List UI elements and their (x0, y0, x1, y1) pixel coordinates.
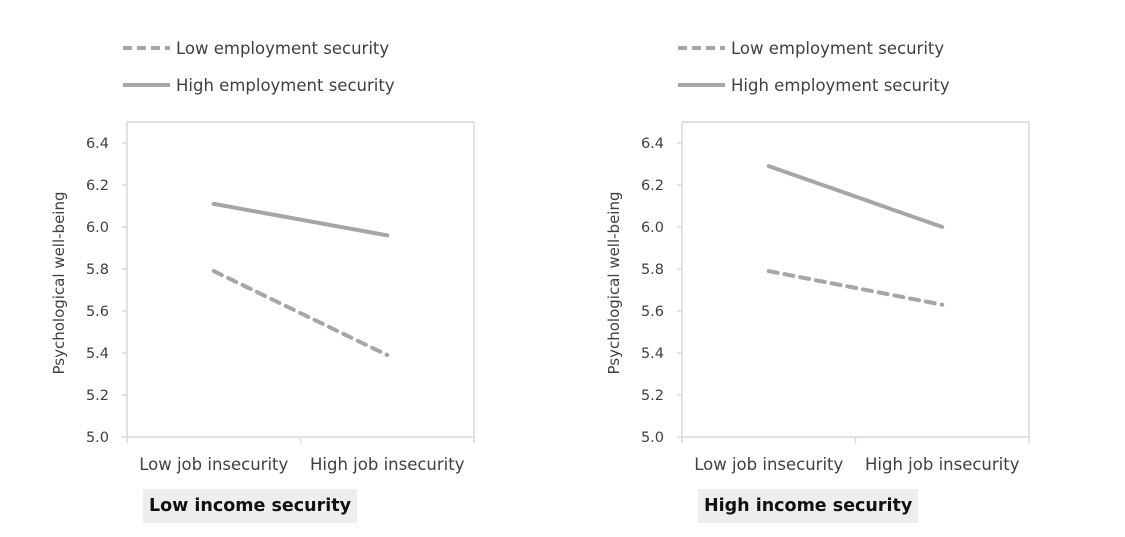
y-tick-label: 5.0 (86, 430, 109, 446)
y-tick-label: 6.2 (86, 178, 109, 194)
y-tick-label: 5.6 (641, 304, 664, 320)
y-tick-label: 5.4 (86, 346, 109, 362)
y-tick-label: 6.0 (641, 220, 664, 236)
panel-label-high-income: High income security (698, 489, 919, 523)
y-tick-label: 5.0 (641, 430, 664, 446)
x-category-label: Low job insecurity (694, 455, 843, 474)
legend-label: High employment security (176, 76, 395, 95)
plot-frame (126, 121, 475, 438)
series-line-high-employment-security (766, 164, 945, 229)
legend-label: Low employment security (731, 39, 944, 58)
y-tick-label: 6.2 (641, 178, 664, 194)
y-tick-label: 5.4 (641, 346, 664, 362)
y-tick-label: 5.6 (86, 304, 109, 320)
y-axis-label: Psychological well-being (50, 191, 68, 374)
legend-label: Low employment security (176, 39, 389, 58)
y-tick-label: 5.2 (86, 388, 109, 404)
y-tick-label: 6.4 (641, 136, 664, 152)
x-category-label: High job insecurity (310, 455, 465, 474)
panel-label-low-income: Low income security (143, 489, 358, 523)
x-category-label: Low job insecurity (139, 455, 288, 474)
y-tick-label: 5.8 (641, 262, 664, 278)
y-tick-label: 6.0 (86, 220, 109, 236)
y-tick-label: 5.2 (641, 388, 664, 404)
y-tick-label: 5.8 (86, 262, 109, 278)
series-line-low-employment-security (766, 269, 945, 307)
series-line-low-employment-security (211, 269, 390, 358)
y-axis-label: Psychological well-being (605, 191, 623, 374)
legend-label: High employment security (731, 76, 950, 95)
x-category-label: High job insecurity (865, 455, 1020, 474)
y-tick-label: 6.4 (86, 136, 109, 152)
plot-frame (681, 121, 1030, 438)
series-line-high-employment-security (211, 201, 390, 238)
